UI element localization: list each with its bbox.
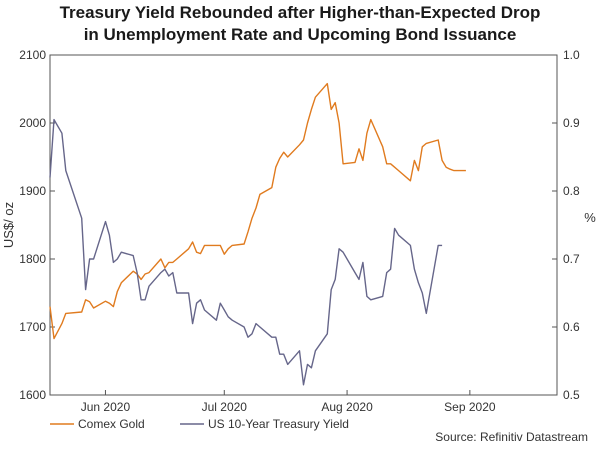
- x-tick-label: Sep 2020: [444, 400, 496, 414]
- y-left-tick-label: 2100: [19, 48, 46, 62]
- y-left-tick-label: 2000: [19, 116, 46, 130]
- ticks-group: 1600 1700 1800 1900 2000 2100 0.5 0.6 0.7 0.8 0.9 1…: [19, 48, 580, 414]
- y-axis-right-label: %: [584, 210, 596, 225]
- y-right-tick-label: 0.7: [563, 252, 580, 266]
- y-right-tick-label: 0.8: [563, 184, 580, 198]
- y-left-tick-label: 1600: [19, 388, 46, 402]
- y-left-tick-label: 1900: [19, 184, 46, 198]
- y-axis-left-label: US$/ oz: [1, 202, 16, 248]
- series-line-0: [49, 82, 466, 340]
- y-left-tick-label: 1700: [19, 320, 46, 334]
- plot-area: [49, 54, 558, 396]
- x-tick-label: Jun 2020: [81, 400, 131, 414]
- x-tick-label: Aug 2020: [321, 400, 373, 414]
- chart-title: Treasury Yield Rebounded after Higher-th…: [59, 3, 541, 22]
- legend-label-1: US 10-Year Treasury Yield: [208, 417, 349, 431]
- legend-label-0: Comex Gold: [78, 417, 145, 431]
- y-right-tick-label: 0.6: [563, 320, 580, 334]
- y-left-tick-label: 1800: [19, 252, 46, 266]
- series-lines: [49, 82, 466, 386]
- legend: Comex Gold US 10-Year Treasury Yield: [50, 417, 349, 431]
- y-right-tick-label: 0.9: [563, 116, 580, 130]
- y-right-tick-label: 1.0: [563, 48, 580, 62]
- x-tick-label: Jul 2020: [202, 400, 248, 414]
- y-right-tick-label: 0.5: [563, 388, 580, 402]
- chart-subtitle: in Unemployment Rate and Upcoming Bond I…: [83, 25, 517, 44]
- source-note: Source: Refinitiv Datastream: [435, 430, 588, 444]
- series-line-1: [49, 118, 443, 386]
